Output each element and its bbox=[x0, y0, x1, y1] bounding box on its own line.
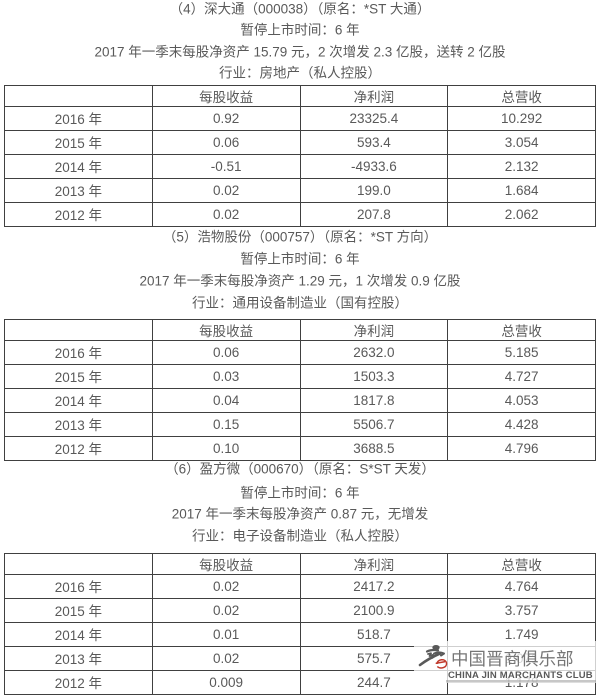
svg-text:中国晋商俱乐部: 中国晋商俱乐部 bbox=[451, 649, 574, 669]
svg-text:CHINA JIN MARCHANTS CLUB: CHINA JIN MARCHANTS CLUB bbox=[448, 670, 593, 681]
